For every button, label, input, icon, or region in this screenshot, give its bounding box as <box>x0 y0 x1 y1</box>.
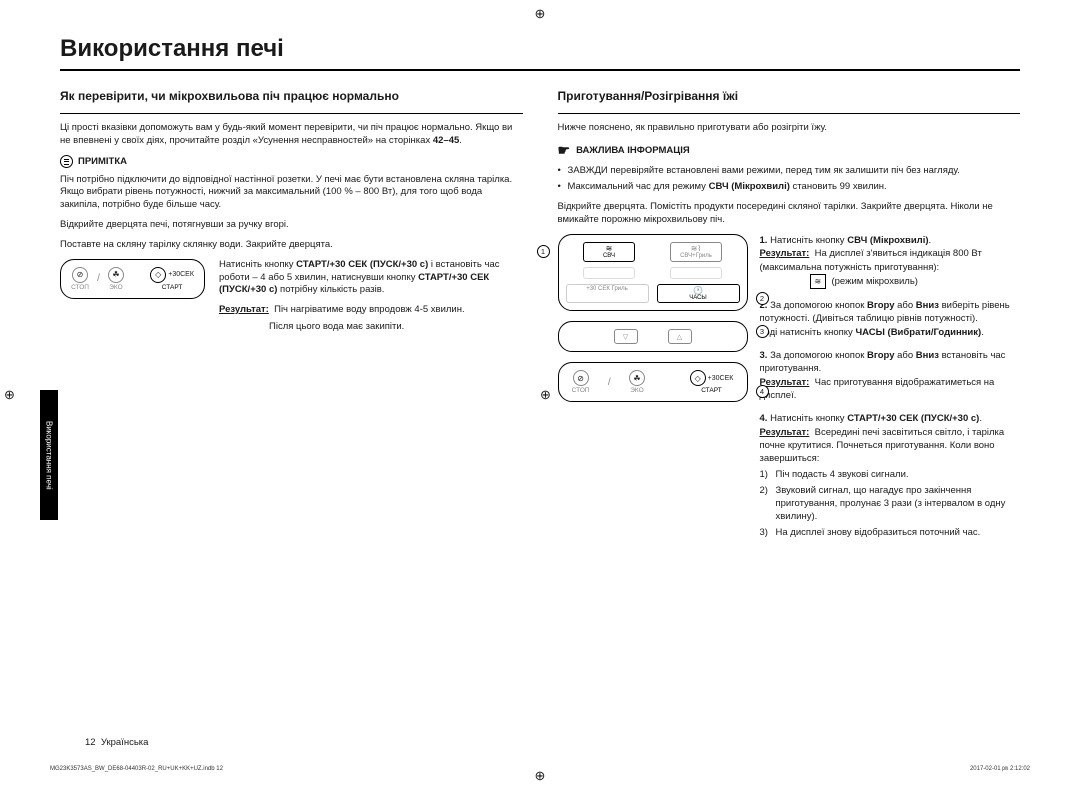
callout-3: 3 <box>756 325 769 338</box>
panels-column: ≋СВЧ ≋⌇СВЧ+Гриль +30 СЕК Гриль 🕐ЧАСЫ 1 <box>558 234 748 412</box>
right-column: Приготування/Розігрівання їжі Нижче пояс… <box>558 89 1021 549</box>
left-column: Як перевірити, чи мікрохвильова піч прац… <box>60 89 523 549</box>
left-intro: Ці прості вказівки допоможуть вам у будь… <box>60 122 523 148</box>
right-intro: Нижче пояснено, як правильно приготувати… <box>558 122 1021 135</box>
step-1: 1. Натисніть кнопку СВЧ (Мікрохвилі). Ре… <box>760 234 1021 289</box>
note-label: ПРИМІТКА <box>60 155 127 168</box>
stop-button-2: ⊘ СТОП <box>572 370 590 394</box>
hand-icon: ☛ <box>558 142 571 159</box>
callout-1: 1 <box>537 245 550 258</box>
control-panel-2: ▽ △ 3 <box>558 321 748 352</box>
control-panel-3: ⊘ СТОП / ☘ ЭКО ◇+30СЕК СТАРТ <box>558 362 748 402</box>
down-button: ▽ <box>614 329 638 344</box>
important-label: ☛ ВАЖЛИВА ІНФОРМАЦІЯ <box>558 142 690 159</box>
panel-row: ⊘ СТОП / ☘ ЭКО ◇+30СЕК СТАРТ <box>60 259 523 341</box>
note-text: Піч потрібно підключити до відповідної н… <box>60 174 523 212</box>
eco-button: ☘ ЭКО <box>108 267 124 291</box>
up-button: △ <box>668 329 692 344</box>
page-content: Використання печі Як перевірити, чи мікр… <box>0 0 1080 569</box>
svch-grill-button: ≋⌇СВЧ+Гриль <box>670 242 722 262</box>
svch-button: ≋СВЧ <box>583 242 635 262</box>
list-item: ЗАВЖДИ перевіряйте встановлені вами режи… <box>558 165 1021 178</box>
open-text: Відкрийте дверцята. Помістіть продукти п… <box>558 201 1021 227</box>
steps-list: 1. Натисніть кнопку СВЧ (Мікрохвилі). Ре… <box>760 234 1021 549</box>
right-block: ≋СВЧ ≋⌇СВЧ+Гриль +30 СЕК Гриль 🕐ЧАСЫ 1 <box>558 234 1021 549</box>
wave-icon: ≋ <box>810 274 827 289</box>
note-icon <box>60 155 73 168</box>
important-list: ЗАВЖДИ перевіряйте встановлені вами режи… <box>558 165 1021 194</box>
slash: / <box>97 273 100 284</box>
list-item: Максимальний час для режиму СВЧ (Мікрохв… <box>558 181 1021 194</box>
step-4: 4. Натисніть кнопку СТАРТ/+30 СЕК (ПУСК/… <box>760 412 1021 539</box>
eco-button-2: ☘ ЭКО <box>629 370 645 394</box>
left-rule <box>60 113 523 114</box>
sub-list: 1)Піч подасть 4 звукові сигнали. 2)Звуко… <box>760 469 1021 539</box>
callout-4: 4 <box>756 385 769 398</box>
right-rule <box>558 113 1021 114</box>
open-door-text: Відкрийте дверцята печі, потягнувши за р… <box>60 219 523 232</box>
place-glass-text: Поставте на скляну тарілку склянку води.… <box>60 239 523 252</box>
footer-left: MG23K3573AS_BW_DE68-04403R-02_RU+UK+KK+U… <box>50 766 223 772</box>
title-rule <box>60 69 1020 71</box>
step-3: 3. За допомогою кнопок Вгору або Вниз вс… <box>760 349 1021 402</box>
right-heading: Приготування/Розігрівання їжі <box>558 89 1021 103</box>
page-number: 12 Українська <box>85 737 148 748</box>
control-panel-left: ⊘ СТОП / ☘ ЭКО ◇+30СЕК СТАРТ <box>60 259 205 299</box>
page-title: Використання печі <box>60 35 1020 63</box>
start-button-2: ◇+30СЕК СТАРТ <box>690 370 734 394</box>
control-panel-1: ≋СВЧ ≋⌇СВЧ+Гриль +30 СЕК Гриль 🕐ЧАСЫ 1 <box>558 234 748 311</box>
left-heading: Як перевірити, чи мікрохвильова піч прац… <box>60 89 523 103</box>
footer-right: 2017-02-01 ㏘ 2:12:02 <box>970 763 1030 772</box>
columns: Як перевірити, чи мікрохвильова піч прац… <box>60 89 1020 549</box>
start-button: ◇+30СЕК СТАРТ <box>150 267 194 291</box>
stop-button: ⊘ СТОП <box>71 267 89 291</box>
panel-description: Натисніть кнопку СТАРТ/+30 СЕК (ПУСК/+30… <box>219 259 523 341</box>
step-2: 2. За допомогою кнопок Вгору або Вниз ви… <box>760 299 1021 339</box>
callout-2: 2 <box>756 292 769 305</box>
registration-mark-bottom: ⊕ <box>535 768 546 784</box>
